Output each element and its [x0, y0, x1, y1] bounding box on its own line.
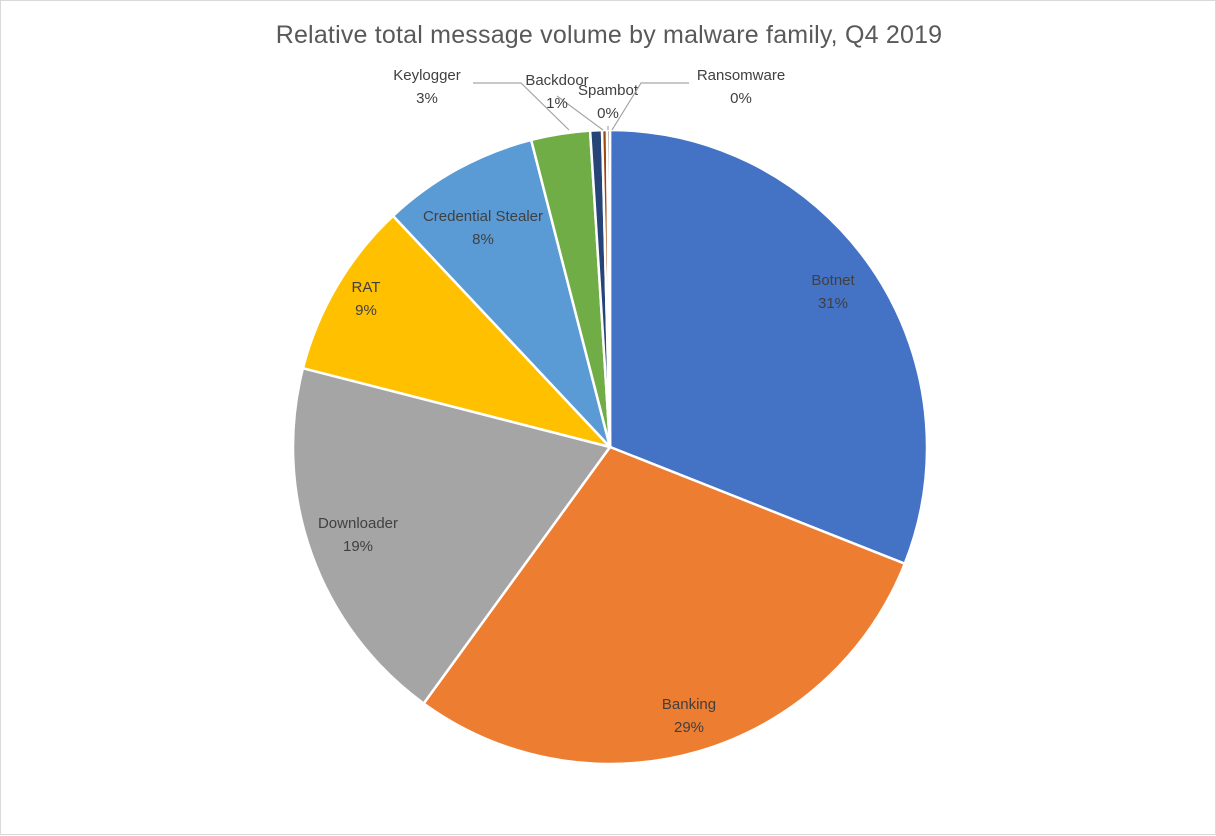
slice-banking [421, 445, 907, 766]
slice-rat [301, 214, 614, 450]
data-label-name-ransomware: Ransomware [697, 67, 785, 84]
leader-line-keylogger [473, 82, 570, 131]
chart-title: Relative total message volume by malware… [275, 21, 943, 49]
data-label-name-downloader: Downloader [318, 515, 398, 532]
leader-line-ransomware [611, 82, 689, 131]
data-label-value-keylogger: 3% [416, 90, 438, 107]
data-label-value-ransomware: 0% [730, 90, 752, 107]
slice-ransomware [605, 128, 612, 448]
data-label-value-banking: 29% [674, 719, 704, 736]
slice-botnet [608, 128, 929, 566]
data-label-value-botnet: 31% [818, 295, 848, 312]
slice-credential-stealer [391, 138, 612, 448]
data-label-name-credential-stealer: Credential Stealer [423, 208, 543, 225]
data-label-value-backdoor: 1% [546, 95, 568, 112]
data-label-value-rat: 9% [355, 302, 377, 319]
data-label-name-backdoor: Backdoor [525, 72, 588, 89]
data-label-name-botnet: Botnet [811, 272, 855, 289]
data-label-name-keylogger: Keylogger [393, 67, 461, 84]
data-label-name-rat: RAT [352, 279, 381, 296]
slice-downloader [291, 366, 613, 706]
data-label-value-spambot: 0% [597, 105, 619, 122]
leader-line-backdoor [556, 95, 604, 131]
data-label-name-spambot: Spambot [578, 82, 639, 99]
data-label-value-credential-stealer: 8% [472, 231, 494, 248]
data-label-name-banking: Banking [662, 696, 716, 713]
data-label-value-downloader: 19% [343, 538, 373, 555]
